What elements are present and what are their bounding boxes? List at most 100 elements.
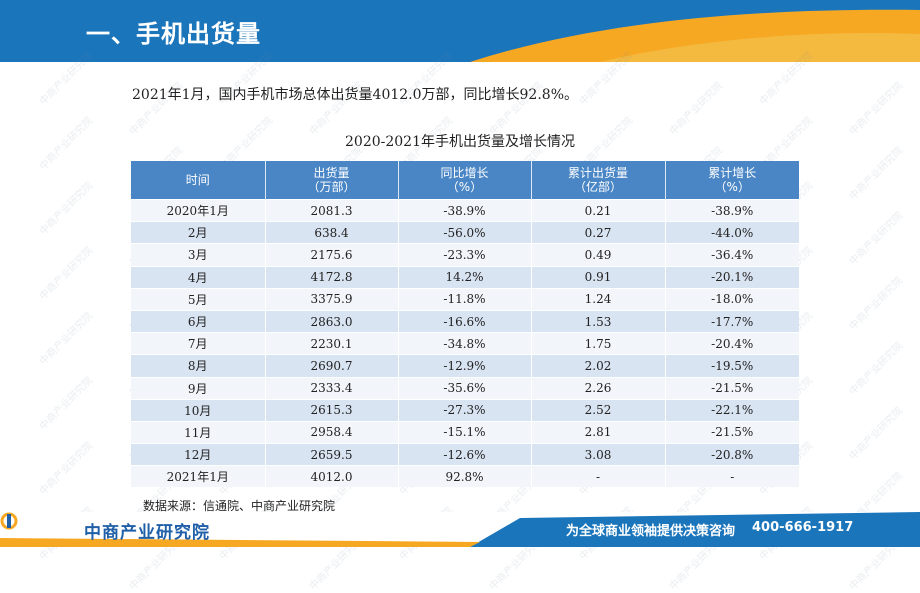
table-cell: 4月 <box>131 265 266 289</box>
header-banner: 一、手机出货量 <box>0 0 920 62</box>
table-cell: -11.8% <box>398 287 532 311</box>
table-cell: -38.9% <box>665 198 799 222</box>
table-cell: -17.7% <box>665 309 799 333</box>
page-title: 一、手机出货量 <box>86 20 261 48</box>
table-cell: 9月 <box>131 376 266 400</box>
table-cell: -15.1% <box>398 420 532 444</box>
watermark-text: 中商产业研究院 <box>847 80 906 138</box>
table-cell: 2.52 <box>531 398 666 422</box>
table-cell: 1.24 <box>531 287 666 311</box>
table-body: 2020年1月 2081.3 -38.9% 0.21 -38.9% 2月 638.4 -56.… <box>131 198 799 488</box>
table-row: 3月 2175.6 -23.3% 0.49 -36.4% <box>131 243 799 267</box>
table-row: 2020年1月 2081.3 -38.9% 0.21 -38.9% <box>131 198 799 222</box>
table-cell: 2月 <box>131 221 266 244</box>
table-cell: -35.6% <box>398 376 532 400</box>
column-header-unit: （%） <box>714 180 750 194</box>
table-cell: -22.1% <box>665 398 799 422</box>
table-cell: 4012.0 <box>265 465 399 488</box>
table-cell: 3375.9 <box>265 287 399 311</box>
table-cell: 11月 <box>131 420 266 444</box>
table-cell: 2.26 <box>531 376 666 400</box>
table-cell: 2615.3 <box>265 398 399 422</box>
table-cell: 2021年1月 <box>131 465 266 488</box>
column-header-label: 出货量 <box>313 166 350 180</box>
column-header-label: 累计增长 <box>708 166 757 180</box>
table-header-row: 时间 出货量 （万部） 同比增长 （%） 累计出货量 （亿部） 累计增长 （%） <box>131 161 799 200</box>
table-cell: 3.08 <box>531 443 666 466</box>
column-header-unit: （亿部） <box>573 180 622 194</box>
table-cell: 0.27 <box>531 221 666 244</box>
table-cell: 2.02 <box>531 354 666 377</box>
footer-bar: 中商产业研究院 为全球商业领袖提供决策咨询 400-666-1917 <box>0 512 920 547</box>
table-cell: 6月 <box>131 309 266 333</box>
column-header-unit: （万部） <box>307 180 356 194</box>
table-cell: 8月 <box>131 354 266 377</box>
table-cell: 92.8% <box>398 465 532 488</box>
table-cell: 10月 <box>131 398 266 422</box>
table-cell: -27.3% <box>398 398 532 422</box>
table-row: 10月 2615.3 -27.3% 2.52 -22.1% <box>131 398 799 422</box>
table-cell: 2863.0 <box>265 309 399 333</box>
footer-background <box>0 512 920 547</box>
table-cell: -56.0% <box>398 221 532 244</box>
table-cell: 638.4 <box>265 221 399 244</box>
table-cell: -16.6% <box>398 309 532 333</box>
table-cell: 3月 <box>131 243 266 267</box>
table-row: 4月 4172.8 14.2% 0.91 -20.1% <box>131 265 799 289</box>
watermark-text: 中商产业研究院 <box>37 310 96 368</box>
table-cell: 4172.8 <box>265 265 399 289</box>
table-cell: -20.8% <box>665 443 799 466</box>
table-row: 2月 638.4 -56.0% 0.27 -44.0% <box>131 221 799 244</box>
table-cell: -20.4% <box>665 332 799 355</box>
table-cell: 5月 <box>131 287 266 311</box>
table-cell: -18.0% <box>665 287 799 311</box>
column-header: 同比增长 （%） <box>398 161 532 200</box>
watermark-text: 中商产业研究院 <box>37 440 96 498</box>
table-cell: 1.75 <box>531 332 666 355</box>
watermark-text: 中商产业研究院 <box>847 340 906 398</box>
table-row: 6月 2863.0 -16.6% 1.53 -17.7% <box>131 309 799 333</box>
table-row: 9月 2333.4 -35.6% 2.26 -21.5% <box>131 376 799 400</box>
table-cell: -36.4% <box>665 243 799 267</box>
table-cell: 2690.7 <box>265 354 399 377</box>
table-row: 2021年1月 4012.0 92.8% - - <box>131 465 799 488</box>
column-header-unit: （%） <box>446 180 483 194</box>
table-row: 8月 2690.7 -12.9% 2.02 -19.5% <box>131 354 799 377</box>
table-cell: 0.49 <box>531 243 666 267</box>
table-cell: 2.81 <box>531 420 666 444</box>
table-cell: 2659.5 <box>265 443 399 466</box>
shipment-table: 时间 出货量 （万部） 同比增长 （%） 累计出货量 （亿部） 累计增长 （%） 2020年1月… <box>131 161 799 488</box>
watermark-text: 中商产业研究院 <box>37 245 96 303</box>
table-cell: 0.91 <box>531 265 666 289</box>
table-cell: -20.1% <box>665 265 799 289</box>
table-row: 11月 2958.4 -15.1% 2.81 -21.5% <box>131 420 799 444</box>
table-cell: -21.5% <box>665 420 799 444</box>
watermark-text: 中商产业研究院 <box>847 145 906 203</box>
column-header-label: 累计出货量 <box>567 166 628 180</box>
table-cell: -44.0% <box>665 221 799 244</box>
table-cell: -34.8% <box>398 332 532 355</box>
table-cell: -38.9% <box>398 198 532 222</box>
data-source-note: 数据来源：信通院、中商产业研究院 <box>143 499 336 513</box>
table-cell: 2081.3 <box>265 198 399 222</box>
table-cell: 7月 <box>131 332 266 355</box>
summary-text: 2021年1月，国内手机市场总体出货量4012.0万部，同比增长92.8%。 <box>132 87 578 103</box>
table-cell: 2020年1月 <box>131 198 266 222</box>
company-logo-text: 中商产业研究院 <box>84 523 210 543</box>
watermark-text: 中商产业研究院 <box>37 375 96 433</box>
footer-slogan: 为全球商业领袖提供决策咨询 <box>566 524 736 539</box>
table-cell: 14.2% <box>398 265 532 289</box>
watermark-text: 中商产业研究院 <box>847 210 906 268</box>
column-header: 累计增长 （%） <box>665 161 799 200</box>
table-cell: -12.6% <box>398 443 532 466</box>
column-header: 累计出货量 （亿部） <box>531 161 666 200</box>
table-cell: - <box>665 465 799 488</box>
watermark-text: 中商产业研究院 <box>37 180 96 238</box>
footer-phone: 400-666-1917 <box>752 520 854 535</box>
column-header: 出货量 （万部） <box>265 161 399 200</box>
table-row: 7月 2230.1 -34.8% 1.75 -20.4% <box>131 332 799 355</box>
table-cell: 2958.4 <box>265 420 399 444</box>
table-cell: 1.53 <box>531 309 666 333</box>
company-logo-icon <box>0 512 18 530</box>
watermark-text: 中商产业研究院 <box>847 275 906 333</box>
